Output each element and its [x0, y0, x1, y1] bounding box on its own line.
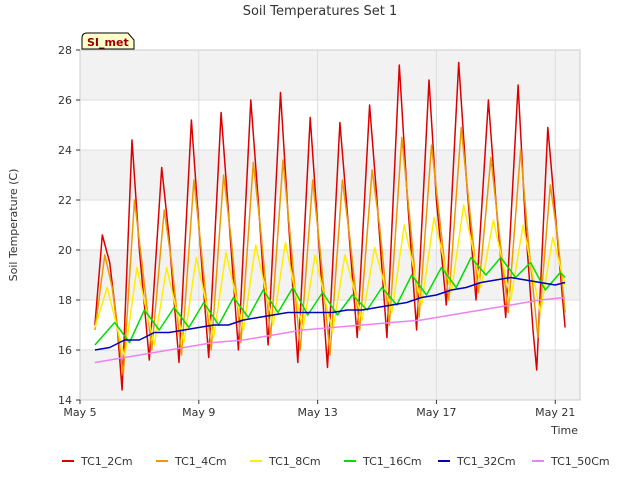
legend-label-TC1_16Cm: TC1_16Cm — [362, 455, 422, 468]
y-tick-label-20: 20 — [58, 244, 72, 257]
y-tick-label-24: 24 — [58, 144, 72, 157]
series-line-TC1_16Cm — [94, 256, 566, 346]
x-axis-label: Time — [550, 424, 578, 437]
legend-label-TC1_2Cm: TC1_2Cm — [80, 455, 133, 468]
series-line-TC1_50Cm — [94, 296, 566, 364]
x-tick-label-May-9: May 9 — [182, 406, 215, 419]
legend: TC1_2Cm TC1_4Cm TC1_8Cm TC1_16Cm TC1_32Cm TC1… — [62, 455, 610, 468]
y-tick-label-26: 26 — [58, 94, 72, 107]
plot-frame — [79, 49, 581, 401]
legend-label-TC1_50Cm: TC1_50Cm — [550, 455, 610, 468]
band-26-28 — [80, 50, 580, 100]
site-badge-label: SI_met — [87, 36, 129, 49]
y-tick-label-16: 16 — [58, 344, 72, 357]
y-tick-label-22: 22 — [58, 194, 72, 207]
y-axis: 14 16 18 20 22 24 26 28 — [58, 44, 80, 407]
site-badge: SI_met — [81, 32, 135, 50]
series-layer — [94, 61, 566, 391]
series-line-TC1_8Cm — [94, 204, 566, 359]
x-tick-label-May-21: May 21 — [535, 406, 575, 419]
legend-label-TC1_32Cm: TC1_32Cm — [456, 455, 516, 468]
series-line-TC1_4Cm — [94, 126, 566, 376]
x-tick-label-May-5: May 5 — [63, 406, 96, 419]
y-axis-label: Soil Temperature (C) — [7, 169, 20, 282]
series-line-TC1_2Cm — [94, 61, 566, 391]
y-tick-label-14: 14 — [58, 394, 72, 407]
background-bands — [80, 50, 580, 400]
x-axis: May 5 May 9 May 13 May 17 May 21 — [63, 400, 575, 419]
y-tick-label-28: 28 — [58, 44, 72, 57]
x-tick-label-May-13: May 13 — [297, 406, 337, 419]
legend-label-TC1_4Cm: TC1_4Cm — [174, 455, 227, 468]
band-14-16 — [80, 350, 580, 400]
y-tick-label-18: 18 — [58, 294, 72, 307]
band-22-24 — [80, 150, 580, 200]
legend-label-TC1_8Cm: TC1_8Cm — [268, 455, 321, 468]
site-badge-shape — [81, 32, 135, 50]
x-tick-label-May-17: May 17 — [416, 406, 456, 419]
series-line-TC1_32Cm — [94, 276, 566, 351]
chart-title: Soil Temperatures Set 1 — [243, 4, 398, 19]
